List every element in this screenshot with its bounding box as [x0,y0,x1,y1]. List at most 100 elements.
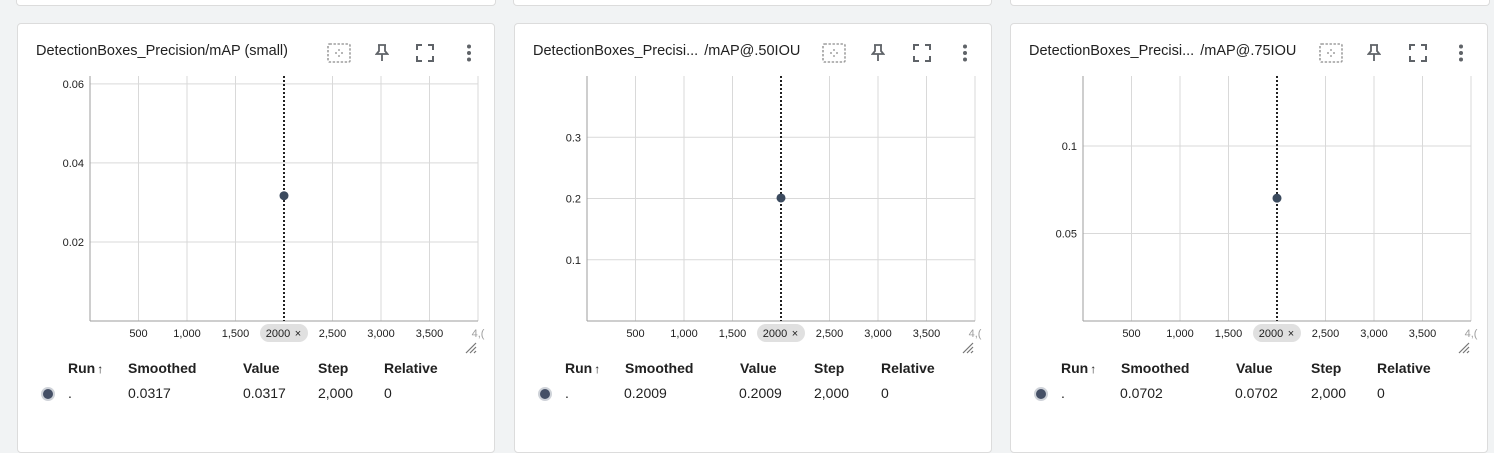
y-tick-label: 0.06 [63,79,84,91]
fit-domain-icon[interactable] [821,40,847,66]
x-tick-label: 3,000 [864,328,892,340]
header-run[interactable]: Run ↑ [1061,360,1097,376]
x-tick-label: 1,000 [1166,328,1194,340]
x-tick-label: 500 [1122,328,1140,340]
card-title: DetectionBoxes_Precisi.../mAP@.50IOU [533,43,801,59]
table-header: Run ↑ Smoothed Value Step Relative [515,360,993,380]
step-chip-bg [1253,324,1301,342]
y-tick-label: 0.3 [566,132,581,144]
y-tick-label: 0.02 [63,237,84,249]
y-tick-label: 0.1 [566,255,581,267]
step-chip-close-icon[interactable]: × [1288,328,1294,340]
cell-value: 0.2009 [739,385,782,401]
header-step[interactable]: Step [318,360,349,376]
scalar-card-map-small: DetectionBoxes_Precision/mAP (small) 0.0… [17,23,495,453]
header-run[interactable]: Run ↑ [68,360,104,376]
header-step[interactable]: Step [814,360,845,376]
header-value[interactable]: Value [243,360,280,376]
card-above-left [16,0,496,6]
table-header: Run ↑ Smoothed Value Step Relative [18,360,496,380]
resize-handle-icon[interactable] [465,342,477,354]
y-tick-label: 0.2 [566,194,581,206]
x-tick-label: 1,000 [173,328,201,340]
run-color-dot [1034,387,1048,401]
fit-domain-icon[interactable] [326,40,352,66]
x-tick-label: 2,500 [816,328,844,340]
cell-step: 2,000 [814,385,850,401]
resize-handle-icon[interactable] [1458,342,1470,354]
x-tick-label: 1,500 [719,328,747,340]
header-smoothed[interactable]: Smoothed [128,360,197,376]
x-tick-label: 1,000 [670,328,698,340]
cell-smoothed: 0.0702 [1120,385,1163,401]
x-tick-label: 1,500 [1215,328,1243,340]
fullscreen-icon[interactable] [1405,40,1431,66]
pin-icon[interactable] [369,40,395,66]
data-point [1272,193,1282,203]
step-chip-close-icon[interactable]: × [295,328,301,340]
header-run[interactable]: Run ↑ [565,360,601,376]
run-color-dot [41,387,55,401]
scalar-chart[interactable]: 0.3 0.2 0.1 500 1,000 1,500 2,500 3,000 3,500 4,(… [515,76,993,356]
cell-run: . [1061,385,1065,401]
fullscreen-icon[interactable] [909,40,935,66]
cell-step: 2,000 [1311,385,1347,401]
more-vert-icon[interactable] [952,40,978,66]
x-tick-label: 2,500 [319,328,347,340]
pin-icon[interactable] [865,40,891,66]
sort-arrow-icon: ↑ [97,362,104,376]
table-row: . 0.0317 0.0317 2,000 0 [18,385,496,405]
card-title: DetectionBoxes_Precision/mAP (small) [36,43,288,59]
cell-relative: 0 [384,385,392,401]
table-row: . 0.0702 0.0702 2,000 0 [1011,385,1489,405]
x-tick-label: 1,500 [222,328,250,340]
sort-arrow-icon: ↑ [594,362,601,376]
sort-arrow-icon: ↑ [1090,362,1097,376]
step-chip-bg [757,324,805,342]
header-smoothed[interactable]: Smoothed [1121,360,1190,376]
step-chip-bg [260,324,308,342]
card-above-right [1010,0,1490,6]
header-value[interactable]: Value [740,360,777,376]
cell-smoothed: 0.2009 [624,385,667,401]
header-relative[interactable]: Relative [384,360,438,376]
step-chip[interactable]: 2000 × [757,324,805,342]
x-tick-label: 2,500 [1312,328,1340,340]
x-tick-label: 500 [129,328,147,340]
header-relative[interactable]: Relative [1377,360,1431,376]
cell-smoothed: 0.0317 [128,385,171,401]
card-title: DetectionBoxes_Precisi.../mAP@.75IOU [1029,43,1297,59]
x-tick-label: 3,500 [416,328,444,340]
cell-relative: 0 [1377,385,1385,401]
header-smoothed[interactable]: Smoothed [625,360,694,376]
x-tick-label: 3,000 [1360,328,1388,340]
y-tick-label: 0.05 [1056,229,1077,241]
resize-handle-icon[interactable] [962,342,974,354]
more-vert-icon[interactable] [456,40,482,66]
scalar-card-map-50iou: DetectionBoxes_Precisi.../mAP@.50IOU 0.3… [514,23,992,453]
cell-step: 2,000 [318,385,354,401]
fullscreen-icon[interactable] [412,40,438,66]
scalar-chart[interactable]: 0.1 0.05 500 1,000 1,500 2,500 3,000 3,500 4,(20… [1011,76,1489,356]
table-row: . 0.2009 0.2009 2,000 0 [515,385,993,405]
step-chip-label: 2000 [763,328,787,340]
step-chip[interactable]: 2000 × [1253,324,1301,342]
pin-icon[interactable] [1361,40,1387,66]
scalar-chart[interactable]: 0.06 0.04 0.02 500 1,000 1,500 2,500 3,000 3,500… [18,76,496,356]
x-tick-label: 4,( [472,328,485,340]
step-chip-label: 2000 [1259,328,1283,340]
data-point [776,193,786,203]
x-tick-label: 3,000 [367,328,395,340]
fit-domain-icon[interactable] [1318,40,1344,66]
x-tick-label: 4,( [1465,328,1478,340]
data-point [279,191,289,201]
cell-value: 0.0317 [243,385,286,401]
step-chip[interactable]: 2000 × [260,324,308,342]
header-value[interactable]: Value [1236,360,1273,376]
header-step[interactable]: Step [1311,360,1342,376]
step-chip-close-icon[interactable]: × [792,328,798,340]
header-relative[interactable]: Relative [881,360,935,376]
x-tick-label: 3,500 [1409,328,1437,340]
card-above-middle [513,0,992,6]
more-vert-icon[interactable] [1448,40,1474,66]
